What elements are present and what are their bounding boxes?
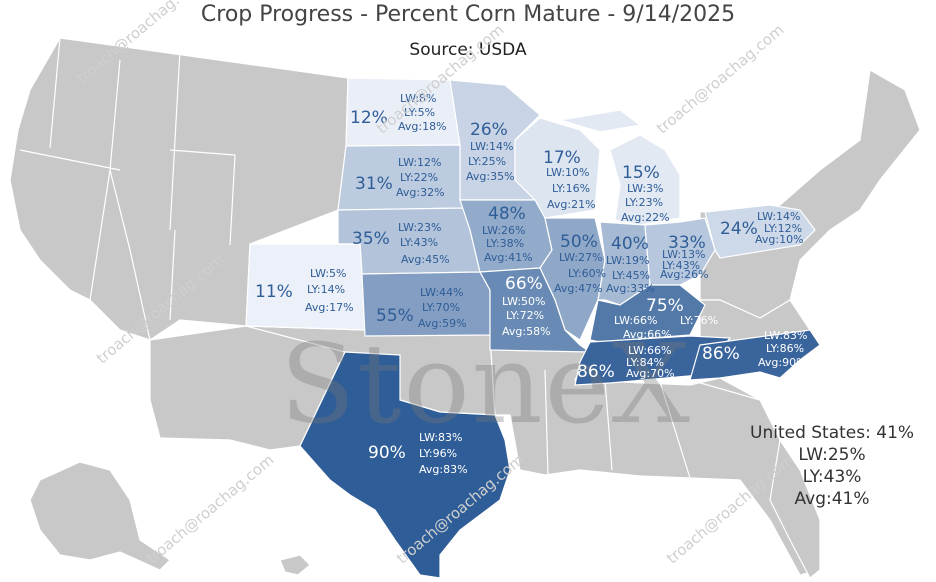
state-florida-tip (769, 438, 821, 579)
state-ly: LY:38% (486, 237, 525, 250)
us-pct: 41% (876, 423, 915, 443)
state-pct: 33% (668, 233, 706, 253)
state-ly: LY:60% (568, 267, 607, 280)
state-pct: 12% (350, 108, 388, 128)
state-lw: LW:83% (764, 329, 808, 342)
state-ly: LY:72% (506, 309, 545, 322)
state-pct: 11% (255, 282, 293, 302)
state-lw: LW:14% (470, 140, 514, 153)
state-lw: LW:66% (614, 314, 658, 327)
state-avg: Avg:58% (502, 325, 551, 338)
state-alaska (29, 461, 171, 571)
state-ly: LY:84% (626, 356, 665, 369)
state-ly: LY:45% (612, 269, 651, 282)
state-shape-pa (704, 204, 816, 259)
state-lw: LW:66% (628, 344, 672, 357)
state-avg: Avg:10% (755, 233, 804, 246)
state-pct: 90% (368, 443, 406, 463)
map-title: Crop Progress - Percent Corn Mature - 9/… (200, 2, 736, 27)
state-pct: 40% (611, 234, 649, 254)
state-avg: Avg:59% (418, 317, 467, 330)
state-shape-wi (514, 117, 601, 219)
state-southeast-lines (544, 369, 761, 479)
state-shape-nc (689, 329, 821, 381)
state-pct: 86% (577, 362, 615, 382)
state-avg: Avg:47% (554, 282, 603, 295)
state-ly: LY:12% (764, 222, 803, 235)
state-avg: Avg:26% (660, 268, 709, 281)
state-ly: LY:25% (468, 155, 507, 168)
us-summary: United States: 41% LW:25% LY:43% Avg:41% (750, 422, 914, 510)
state-pct: 50% (560, 232, 598, 252)
state-pct: 55% (376, 306, 414, 326)
state-ly: LY:14% (307, 283, 346, 296)
state-avg: Avg:32% (396, 186, 445, 199)
state-lw: LW:3% (627, 182, 664, 195)
state-pct: 66% (505, 274, 543, 294)
state-pct: 15% (622, 163, 660, 183)
state-avg: Avg:33% (606, 282, 655, 295)
state-pct: 75% (646, 296, 684, 316)
state-northeast (699, 69, 921, 319)
state-lw: LW:83% (419, 431, 463, 444)
state-lw: LW:14% (757, 210, 801, 223)
state-ly: LY:22% (400, 171, 439, 184)
state-shape-il (539, 217, 606, 341)
state-avg: Avg:45% (401, 253, 450, 266)
state-lw: LW:26% (482, 224, 526, 237)
us-avg: Avg:41% (794, 489, 870, 509)
us-label: United States: (750, 423, 871, 443)
state-pct: 35% (352, 229, 390, 249)
state-ly: LY:43% (662, 259, 701, 272)
state-avg: Avg:83% (419, 463, 468, 476)
state-ly: LY:86% (766, 342, 805, 355)
state-pct: 26% (470, 120, 508, 140)
stonex-watermark-logo: StoneX (280, 320, 693, 448)
state-lw: LW:5% (310, 267, 347, 280)
state-lw: LW:12% (398, 156, 442, 169)
state-ly: LY:5% (404, 106, 436, 119)
state-shape-ky (589, 284, 706, 343)
state-avg: Avg:41% (484, 251, 533, 264)
state-ly: LY:43% (400, 236, 439, 249)
reported-states (245, 77, 821, 579)
state-pct: 24% (720, 219, 758, 239)
us-lw: LW:25% (798, 445, 866, 465)
state-ly: LY:96% (419, 447, 458, 460)
state-lw: LW:50% (502, 295, 546, 308)
state-shape-mi (559, 109, 681, 226)
state-avg: Avg:70% (626, 367, 675, 380)
state-avg: Avg:35% (466, 170, 515, 183)
state-pct: 48% (488, 204, 526, 224)
state-ly: LY:70% (422, 301, 461, 314)
state-lw: LW:10% (546, 166, 590, 179)
state-avg: Avg:17% (305, 301, 354, 314)
state-lw: LW:27% (559, 251, 603, 264)
state-pct: 86% (702, 344, 740, 364)
state-avg: Avg:90% (758, 356, 807, 369)
state-west-lines (19, 37, 236, 341)
state-lw: LW:8% (400, 92, 437, 105)
state-ly: LY:76% (680, 314, 719, 327)
state-lw: LW:13% (662, 248, 706, 261)
state-ly: LY:23% (625, 196, 664, 209)
state-lw: LW:23% (398, 221, 442, 234)
state-pct: 17% (543, 148, 581, 168)
state-avg: Avg:22% (621, 211, 670, 224)
state-lw: LW:19% (606, 254, 650, 267)
us-ly: LY:43% (802, 467, 862, 487)
state-avg: Avg:18% (398, 120, 447, 133)
map-subtitle: Source: USDA (409, 40, 527, 60)
state-lw: LW:44% (420, 286, 464, 299)
state-shape-tn (574, 335, 732, 386)
state-avg: Avg:21% (547, 198, 596, 211)
state-shape-tx (299, 351, 511, 579)
map-base-states (9, 37, 921, 579)
state-ly: LY:16% (552, 182, 591, 195)
state-pct: 31% (355, 174, 393, 194)
state-hawaii (279, 554, 311, 576)
state-shape-mo (479, 267, 592, 353)
state-avg: Avg:66% (623, 328, 672, 341)
